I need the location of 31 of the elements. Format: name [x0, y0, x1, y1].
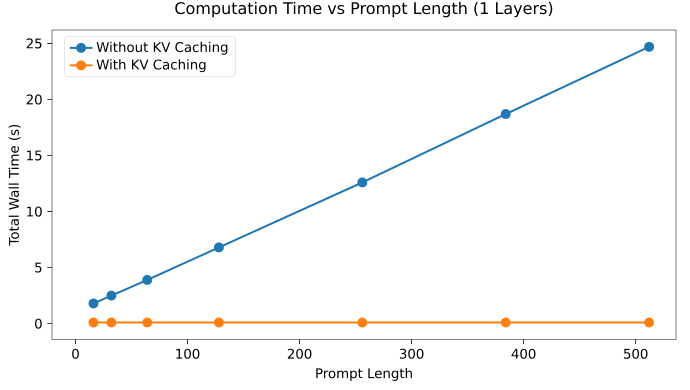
x-tick-label: 200 — [288, 348, 312, 359]
x-tick-label: 0 — [72, 348, 79, 359]
point — [357, 318, 368, 328]
point — [214, 242, 224, 252]
point — [142, 274, 152, 285]
legend-label: Without KV Caching — [96, 42, 228, 55]
legend-label: With KV Caching — [96, 59, 206, 72]
y-tick-label: 15 — [27, 150, 42, 160]
y-axis-title: Total Wall Time (s) — [8, 124, 20, 246]
chart-title: Computation Time vs Prompt Length (1 Layers) — [175, 2, 552, 18]
point — [500, 318, 511, 328]
x-tick-label: 400 — [512, 348, 536, 359]
x-tick-label: 300 — [400, 348, 424, 359]
x-tick-label: 500 — [624, 348, 648, 359]
point — [644, 42, 654, 52]
point — [88, 298, 98, 308]
point — [357, 177, 368, 188]
point — [106, 318, 116, 328]
point — [214, 318, 224, 328]
y-tick-label: 10 — [27, 206, 42, 217]
y-tick-label: 25 — [26, 38, 42, 48]
x-axis-title: Prompt Length — [316, 368, 412, 381]
y-tick-label: 0 — [35, 318, 42, 329]
y-tick-label: 20 — [26, 94, 42, 105]
point — [142, 318, 152, 328]
y-tick-label: 5 — [35, 262, 42, 273]
point — [88, 318, 98, 328]
x-tick-label: 100 — [176, 348, 200, 359]
point — [106, 290, 116, 301]
point — [644, 318, 654, 328]
point — [500, 109, 511, 120]
